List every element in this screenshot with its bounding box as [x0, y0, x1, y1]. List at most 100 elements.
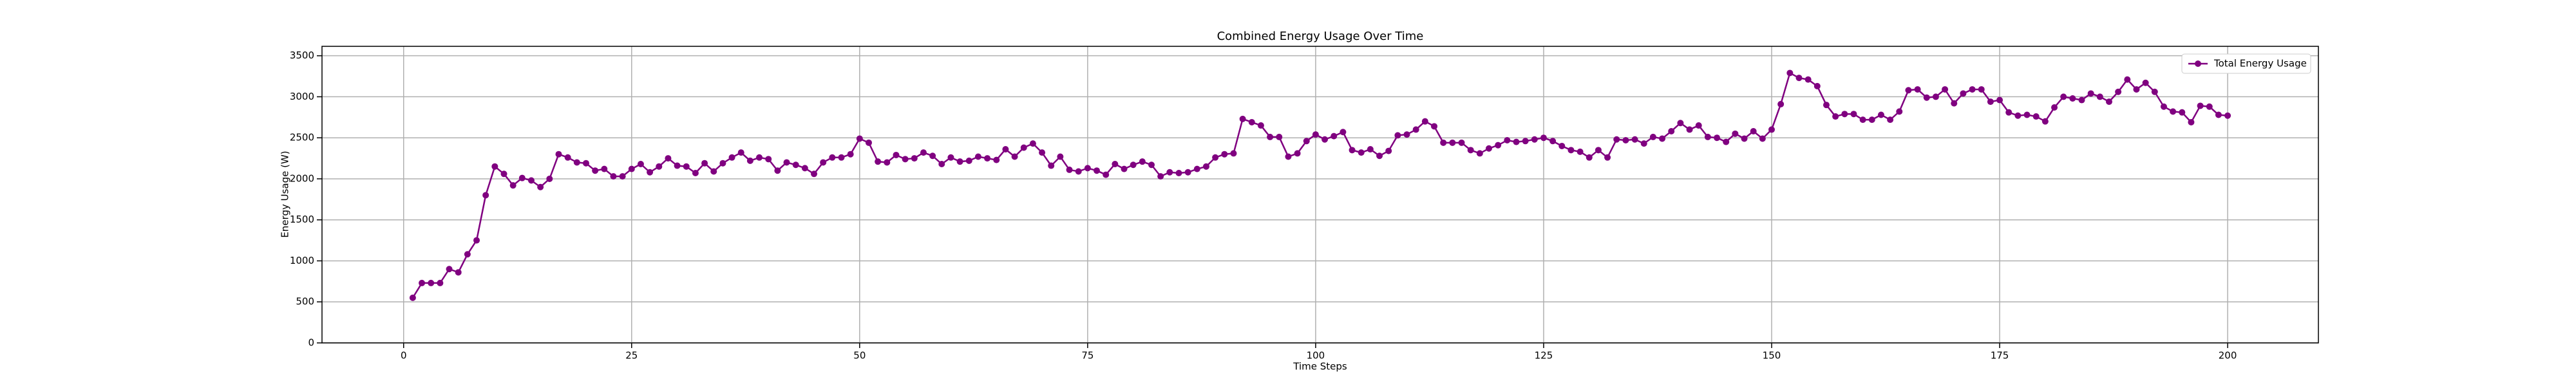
- data-point: [2188, 118, 2195, 125]
- data-point: [2142, 79, 2149, 86]
- data-point: [1759, 135, 1766, 142]
- data-point: [865, 139, 872, 146]
- data-point: [829, 154, 836, 161]
- data-point: [701, 160, 708, 167]
- data-point: [1504, 137, 1511, 144]
- data-point: [1066, 166, 1073, 173]
- data-point: [1476, 150, 1483, 157]
- data-point: [683, 163, 690, 170]
- data-point: [1331, 133, 1338, 140]
- data-point: [1905, 87, 1912, 94]
- data-point: [1458, 139, 1465, 146]
- data-point: [1267, 133, 1274, 140]
- data-point: [938, 160, 945, 167]
- data-point: [710, 168, 717, 175]
- data-point: [1495, 142, 1502, 149]
- y-tick-label: 3500: [290, 50, 314, 61]
- data-point: [1804, 76, 1812, 83]
- data-point: [555, 151, 562, 158]
- data-point: [2078, 96, 2085, 104]
- data-point: [1951, 100, 1958, 107]
- data-point: [1659, 135, 1666, 142]
- data-point: [1613, 136, 1620, 143]
- data-point: [1942, 86, 1949, 93]
- data-point: [801, 165, 808, 172]
- data-point: [528, 177, 535, 184]
- x-tick-label: 0: [401, 350, 407, 362]
- data-point: [1431, 123, 1438, 130]
- data-point: [1285, 153, 1292, 160]
- data-point: [546, 175, 553, 182]
- data-point: [2179, 109, 2186, 116]
- data-point: [2069, 95, 2076, 102]
- data-point: [437, 279, 444, 286]
- data-point: [1932, 93, 1939, 100]
- data-point: [1376, 152, 1383, 160]
- y-tick-label: 2500: [290, 132, 314, 143]
- data-point: [746, 157, 753, 164]
- data-point: [1239, 115, 1246, 122]
- data-point: [1577, 148, 1584, 155]
- data-point: [537, 183, 544, 190]
- legend-marker: [2195, 60, 2201, 67]
- data-point: [1714, 134, 1721, 142]
- x-tick-label: 200: [2219, 350, 2237, 362]
- data-point: [1841, 111, 1848, 118]
- data-point: [811, 170, 818, 178]
- data-point: [1057, 153, 1064, 160]
- data-point: [464, 251, 471, 258]
- data-point: [2151, 88, 2158, 95]
- data-point: [1723, 138, 1730, 145]
- data-point: [1403, 131, 1410, 138]
- data-point: [1586, 154, 1593, 161]
- data-point: [838, 154, 845, 161]
- data-point: [1412, 126, 1419, 133]
- data-point: [1996, 96, 2003, 104]
- data-point: [1640, 140, 1647, 147]
- data-point: [1823, 102, 1830, 109]
- data-point: [509, 182, 516, 189]
- data-point: [1202, 163, 1209, 170]
- data-point: [1157, 173, 1164, 180]
- data-point: [1960, 90, 1967, 97]
- data-point: [2115, 88, 2122, 95]
- data-point: [756, 154, 763, 161]
- data-point: [1750, 127, 1757, 134]
- data-point: [637, 160, 644, 167]
- data-point: [1668, 127, 1675, 134]
- data-point: [765, 156, 772, 163]
- y-tick-label: 2000: [290, 172, 314, 184]
- data-point: [1394, 132, 1401, 139]
- data-point: [628, 165, 635, 172]
- data-point: [1467, 147, 1474, 154]
- data-point: [2014, 112, 2022, 119]
- data-point: [2170, 108, 2177, 115]
- data-point: [984, 155, 991, 162]
- data-point: [820, 159, 827, 166]
- data-point: [647, 169, 654, 176]
- data-point: [1868, 116, 1875, 124]
- data-point: [1421, 118, 1428, 125]
- data-point: [564, 154, 571, 161]
- data-point: [1166, 169, 1173, 176]
- data-point: [573, 159, 580, 166]
- data-point: [1978, 86, 1985, 93]
- data-point: [1768, 126, 1776, 133]
- data-point: [1896, 108, 1903, 115]
- data-point: [920, 149, 927, 156]
- data-point: [1795, 75, 1803, 82]
- data-point: [1148, 161, 1155, 169]
- y-tick-label: 1500: [290, 214, 314, 225]
- data-point: [1075, 168, 1082, 175]
- data-point: [1531, 136, 1538, 143]
- data-point: [929, 152, 936, 160]
- plot-frame: [321, 46, 2319, 344]
- data-point: [1094, 167, 1101, 174]
- x-tick-label: 75: [1081, 350, 1094, 362]
- data-point: [1103, 171, 1110, 178]
- data-point: [428, 279, 435, 286]
- data-point: [2224, 112, 2231, 119]
- data-point: [1877, 111, 1884, 118]
